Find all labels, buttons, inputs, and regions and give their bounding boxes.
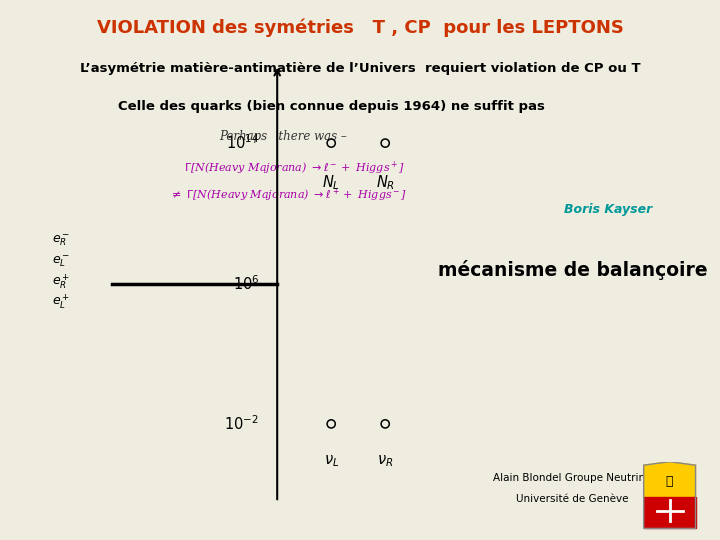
Point bbox=[325, 139, 337, 147]
Text: $e^+_R$: $e^+_R$ bbox=[52, 272, 71, 291]
Polygon shape bbox=[644, 462, 696, 497]
Text: $10^{14}$: $10^{14}$ bbox=[226, 134, 259, 152]
Point bbox=[379, 139, 391, 147]
Text: Alain Blondel Groupe Neutrino: Alain Blondel Groupe Neutrino bbox=[493, 473, 652, 483]
Text: $e^+_L$: $e^+_L$ bbox=[52, 293, 71, 311]
Polygon shape bbox=[644, 497, 696, 528]
Text: Boris Kayser: Boris Kayser bbox=[564, 202, 652, 215]
Point bbox=[379, 420, 391, 428]
Text: $10^{6}$: $10^{6}$ bbox=[233, 274, 259, 293]
Text: $e^-_L$: $e^-_L$ bbox=[52, 253, 71, 269]
Text: $\Gamma$[N(Heavy Majorana) $\rightarrow\ell^- +$ Higgs$^+$]: $\Gamma$[N(Heavy Majorana) $\rightarrow\… bbox=[184, 159, 405, 177]
Text: L’asymétrie matière-antimatière de l’Univers  requiert violation de CP ou T: L’asymétrie matière-antimatière de l’Uni… bbox=[80, 62, 640, 75]
Text: $10^{-2}$: $10^{-2}$ bbox=[225, 415, 259, 433]
Text: Perhaps   there was –: Perhaps there was – bbox=[220, 130, 347, 143]
Text: VIOLATION des symétries   T , CP  pour les LEPTONS: VIOLATION des symétries T , CP pour les … bbox=[96, 19, 624, 37]
Text: $\neq$ $\Gamma$[N(Heavy Majorana) $\rightarrow\ell^+ +$ Higgs$^-$]: $\neq$ $\Gamma$[N(Heavy Majorana) $\righ… bbox=[169, 186, 408, 204]
Point bbox=[325, 420, 337, 428]
Text: $N_R$: $N_R$ bbox=[376, 173, 395, 192]
Text: $\nu_L$: $\nu_L$ bbox=[323, 454, 339, 469]
Text: Celle des quarks (bien connue depuis 1964) ne suffit pas: Celle des quarks (bien connue depuis 196… bbox=[118, 100, 544, 113]
Text: Université de Genève: Université de Genève bbox=[516, 495, 629, 504]
Text: mécanisme de balançoire: mécanisme de balançoire bbox=[438, 260, 707, 280]
Text: $\nu_R$: $\nu_R$ bbox=[377, 454, 393, 469]
Text: $N_L$: $N_L$ bbox=[322, 173, 341, 192]
Text: $e^-_R$: $e^-_R$ bbox=[52, 232, 71, 248]
Text: 🦅: 🦅 bbox=[666, 475, 673, 488]
